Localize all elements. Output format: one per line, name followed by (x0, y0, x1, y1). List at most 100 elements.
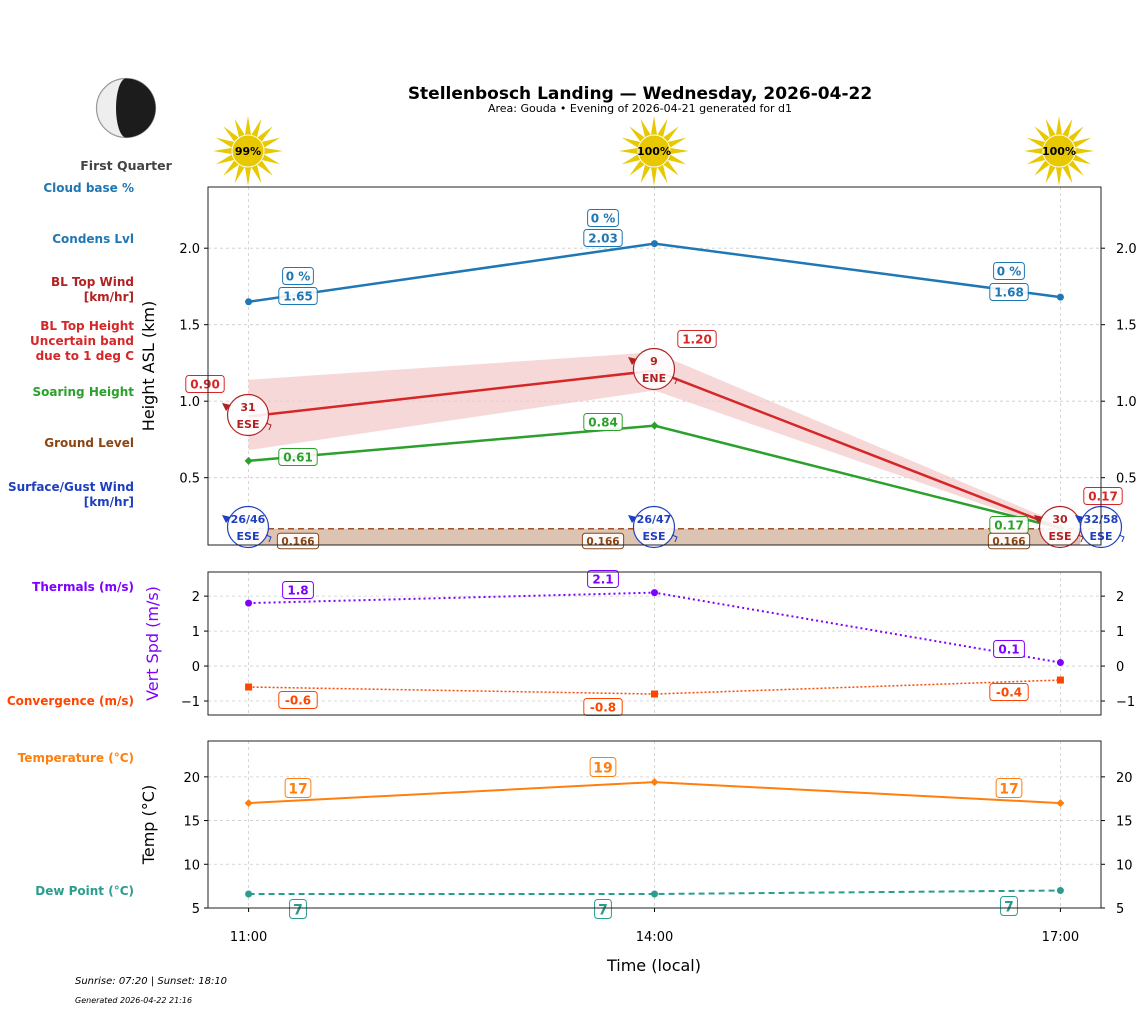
cloud-percent-label-text: 0 % (997, 265, 1022, 279)
wind-arrow-icon (1034, 515, 1043, 523)
dew-point-point (245, 890, 253, 898)
sun-icon: 100% (619, 116, 689, 186)
convergence-label: -0.6 (278, 691, 318, 709)
soaring-height-label-box (583, 413, 623, 431)
thermals-label-text: 0.1 (998, 643, 1019, 657)
soaring-point (244, 456, 253, 465)
sun-percent-label: 100% (637, 145, 671, 158)
surface-wind-ring (632, 505, 676, 549)
cloud-percent-label-box (993, 262, 1025, 280)
cloud-percent-label: 0 % (587, 209, 619, 227)
surface-wind-direction: ESE (237, 530, 260, 543)
y-tick-label-right: 2.0 (1116, 242, 1137, 257)
wind-arrow-icon (628, 357, 637, 365)
side-label-temperature: Temperature (°C) (18, 751, 134, 765)
y-tick-label-right: 20 (1116, 771, 1133, 786)
y-axis-label: Height ASL (km) (139, 301, 158, 431)
sun-icon: 99% (213, 116, 283, 186)
side-label-bl-top-height: BL Top Height (40, 319, 134, 333)
bl-top-wind: 9 ENE (628, 347, 678, 391)
bl-top-wind-direction: ESE (237, 418, 260, 431)
temperature-label: 17 (284, 778, 312, 798)
y-tick-label-right: 10 (1116, 858, 1133, 873)
y-tick-label-right: 5 (1116, 902, 1124, 917)
x-tick-label: 11:00 (230, 930, 267, 945)
ground-level-label: 0.166 (987, 532, 1031, 550)
y-tick-label: 0 (192, 660, 200, 675)
convergence-label-text: -0.6 (285, 694, 311, 708)
y-tick-label-right: 2 (1116, 590, 1124, 605)
dew-point-label-text: 7 (1004, 899, 1014, 915)
wind-barb-icon (265, 422, 272, 431)
y-tick-label: 1 (192, 625, 200, 640)
side-label-surface-wind: [km/hr] (84, 495, 134, 509)
thermals-label: 0.1 (993, 640, 1025, 658)
chart-title: Stellenbosch Landing — Wednesday, 2026-0… (408, 84, 872, 104)
y-tick-label-right: 15 (1116, 815, 1133, 830)
bl-top-height-label: 1.20 (677, 330, 717, 348)
bl-top-height-label-text: 0.90 (190, 378, 220, 392)
ground-level-label-text: 0.166 (281, 536, 314, 548)
y-tick-label-right: 1.5 (1116, 319, 1137, 334)
sun-times: Sunrise: 07:20 | Sunset: 18:10 (75, 976, 227, 987)
moon-first-quarter-icon (95, 77, 157, 139)
bl-top-wind: 30 ESE (1034, 505, 1084, 549)
bl-top-height-label-box (677, 330, 717, 348)
y-tick-label-right: −1 (1116, 695, 1135, 710)
y-tick-label: 5 (192, 902, 200, 917)
bl-top-height-label-text: 0.17 (1088, 490, 1118, 504)
sun-disc (637, 134, 671, 168)
convergence-point (1056, 676, 1064, 684)
condens-level-label-box (278, 287, 318, 305)
temperature-label-text: 17 (288, 781, 307, 797)
condens-level-label-text: 2.03 (588, 232, 618, 246)
panel-1: 0.5 0.5 1.0 1.0 1.5 1.5 2.0 2.0 Height ASL (km) 0… (139, 186, 1137, 550)
surface-wind-speed: 26/47 (637, 513, 672, 526)
soaring-height-label: 0.17 (989, 516, 1029, 534)
condens-point (651, 240, 658, 248)
sun-disc (231, 134, 265, 168)
panel-3: 5 5 10 10 15 15 20 20 Temp (°C) 17 19 17 7 7 7 11:00 14:… (139, 740, 1133, 975)
x-tick-label: 17:00 (1042, 930, 1079, 945)
cloud-percent-label: 0 % (993, 262, 1025, 280)
x-axis-label: Time (local) (606, 956, 701, 975)
bl-top-wind-speed: 30 (1052, 513, 1068, 526)
dew-point-point (1056, 887, 1064, 895)
plot-frame (207, 740, 1102, 909)
surface-wind-direction: ESE (643, 530, 666, 543)
soaring-height-label-text: 0.17 (994, 519, 1024, 533)
condens-level-label: 1.65 (278, 287, 318, 305)
cloud-percent-label: 0 % (282, 267, 314, 285)
dew-point-label: 7 (1000, 896, 1018, 916)
condens-level-label: 1.68 (989, 283, 1029, 301)
temperature-label: 17 (995, 778, 1023, 798)
side-label-bl-top-height: Uncertain band (30, 334, 134, 348)
side-label-cloud-base: Cloud base % (43, 181, 134, 195)
y-tick-label: 2.0 (179, 242, 200, 257)
y-tick-label: 0.5 (179, 472, 200, 487)
bl-top-height-label-box (1083, 487, 1123, 505)
surface-wind-ring (226, 505, 270, 549)
thermals-label: 1.8 (282, 581, 314, 599)
bl-top-wind-direction: ENE (642, 372, 666, 385)
cloud-percent-label-text: 0 % (286, 270, 311, 284)
thermals-point (651, 589, 658, 597)
side-label-bl-top-height: due to 1 deg C (36, 349, 135, 363)
panel-2: −1 −1 0 0 1 1 2 2 Vert Spd (m/s) 1.8 2.1 0.1 -0.6 -0.… (143, 570, 1135, 716)
y-tick-label-right: 0.5 (1116, 472, 1137, 487)
y-tick-label: 2 (192, 590, 200, 605)
condens-level-label-text: 1.65 (283, 290, 313, 304)
cloud-percent-label-box (587, 209, 619, 227)
thermals-label-text: 2.1 (592, 573, 613, 587)
dew-point-label-box (594, 899, 612, 919)
bl-top-wind-speed: 31 (240, 401, 255, 414)
thermals-label-box (993, 640, 1025, 658)
moon-phase-label: First Quarter (80, 158, 172, 173)
wind-barb-icon (265, 534, 272, 543)
thermals-point (245, 599, 253, 607)
temperature-label: 19 (589, 757, 617, 777)
soaring-height-label: 0.61 (278, 448, 318, 466)
dew-point-label-text: 7 (293, 902, 303, 918)
plot-frame (207, 186, 1102, 546)
